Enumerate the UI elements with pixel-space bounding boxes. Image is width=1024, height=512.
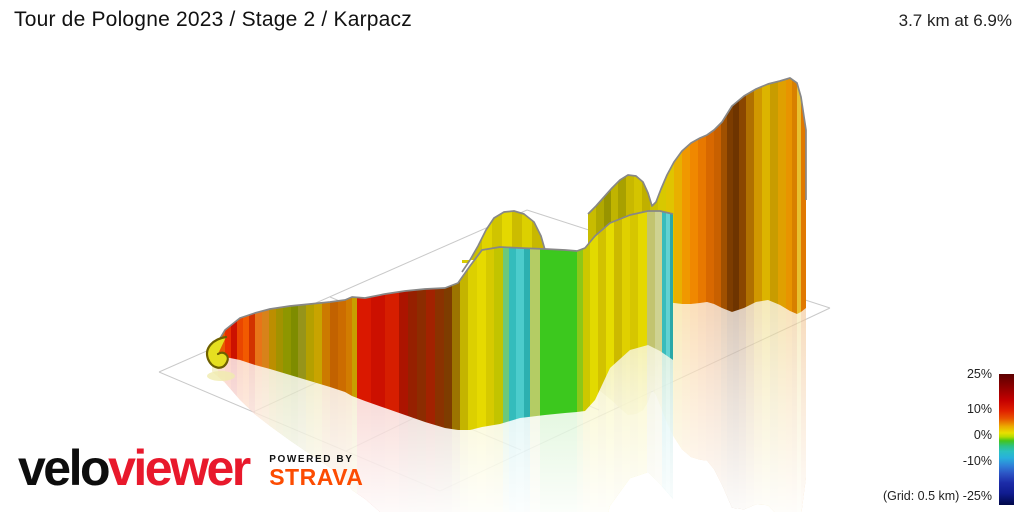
logo-velo-text: velo	[18, 440, 111, 496]
main-ribbon-top-edge	[211, 210, 674, 353]
page-title: Tour de Pologne 2023 / Stage 2 / Karpacz	[14, 8, 412, 31]
strava-wordmark: STRAVA	[269, 464, 364, 490]
veloviewer-logo: veloviewer POWERED BY STRAVA	[18, 441, 363, 496]
start-curl-shadow	[207, 371, 235, 381]
start-curl	[205, 335, 229, 369]
arch-back-wall-top-edge	[461, 210, 546, 273]
final-climb-wall-top-edge	[587, 77, 807, 215]
logo-viewer-text: viewer	[108, 440, 251, 496]
veloviewer-wordmark: veloviewer	[18, 440, 251, 496]
final-climb-wall	[588, 78, 806, 314]
powered-by-label: POWERED BY	[269, 454, 354, 465]
distance-gradient-stat: 3.7 km at 6.9%	[898, 11, 1012, 30]
strava-attribution: POWERED BY STRAVA	[269, 455, 363, 490]
